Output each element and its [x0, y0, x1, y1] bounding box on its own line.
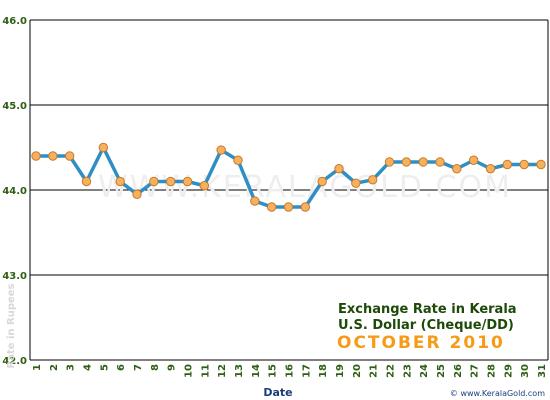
x-tick-label: 29 — [503, 364, 514, 378]
x-tick-label: 21 — [369, 364, 380, 378]
data-point — [384, 157, 395, 167]
x-tick-label: 18 — [318, 364, 329, 378]
grid-lines — [29, 19, 549, 361]
x-tick-label: 23 — [402, 364, 413, 378]
data-point — [115, 176, 125, 187]
data-point — [351, 178, 361, 188]
data-point — [367, 175, 378, 185]
y-axis-title: Rate in Rupees — [6, 283, 17, 368]
x-tick-label: 6 — [116, 364, 127, 371]
series-exchange-rate — [31, 142, 546, 212]
data-point — [48, 151, 58, 161]
data-point — [199, 181, 210, 191]
data-point — [435, 157, 445, 167]
watermark-text: WWW.KERALAGOLD.COM — [98, 170, 512, 205]
chart-title: Exchange Rate in Kerala — [338, 302, 517, 317]
x-tick-label: 10 — [184, 364, 195, 378]
data-point — [502, 159, 513, 170]
x-tick-label: 19 — [335, 364, 346, 378]
data-point — [31, 151, 41, 161]
x-tick-label: 24 — [419, 364, 430, 378]
x-axis-ticks: 1 2 3 4 5 6 7 8 9 10 11 12 13 14 15 16 17 18 19 20 21 22 23 24 2… — [32, 364, 548, 378]
y-tick-label: 44.0 — [2, 186, 27, 197]
data-point — [216, 145, 226, 155]
data-point — [132, 189, 142, 199]
data-point — [81, 176, 92, 187]
x-axis-title: Date — [263, 386, 292, 399]
data-point — [485, 164, 496, 174]
data-point — [334, 164, 344, 174]
x-tick-label: 22 — [386, 364, 397, 378]
data-point — [401, 157, 412, 167]
x-tick-label: 13 — [234, 364, 245, 378]
x-tick-label: 20 — [352, 364, 363, 378]
x-tick-label: 12 — [217, 364, 228, 378]
y-axis-ticks: 42.0 43.0 44.0 45.0 46.0 — [2, 16, 27, 367]
x-tick-label: 3 — [66, 364, 77, 371]
x-tick-label: 14 — [251, 364, 262, 378]
data-point — [64, 151, 75, 161]
x-tick-label: 1 — [32, 364, 43, 371]
y-tick-label: 46.0 — [2, 16, 27, 27]
data-point — [266, 202, 277, 212]
data-point — [98, 142, 109, 153]
x-tick-label: 4 — [83, 364, 94, 371]
chart-period: OCTOBER 2010 — [337, 333, 505, 353]
chart-subtitle: U.S. Dollar (Cheque/DD) — [338, 318, 514, 333]
data-point — [283, 202, 294, 212]
data-point — [182, 176, 193, 187]
y-tick-label: 45.0 — [2, 101, 27, 112]
data-point — [300, 202, 311, 212]
x-tick-label: 8 — [150, 364, 161, 371]
data-point — [536, 159, 546, 170]
x-tick-label: 2 — [49, 364, 60, 371]
x-tick-label: 9 — [167, 364, 178, 371]
data-point — [250, 196, 260, 206]
data-point — [452, 164, 462, 174]
x-tick-label: 11 — [200, 364, 211, 378]
x-tick-label: 16 — [285, 364, 296, 378]
y-tick-label: 43.0 — [2, 271, 27, 282]
x-tick-label: 7 — [133, 364, 144, 371]
credit-text: © www.KeralaGold.com — [450, 389, 545, 398]
x-tick-label: 30 — [520, 364, 531, 378]
x-tick-label: 15 — [268, 364, 279, 378]
data-point — [468, 155, 479, 165]
data-point — [317, 176, 327, 187]
data-point — [418, 157, 428, 167]
data-point — [233, 155, 243, 165]
x-tick-label: 27 — [470, 364, 481, 378]
x-tick-label: 31 — [537, 364, 548, 378]
data-point — [165, 176, 176, 187]
x-tick-label: 26 — [453, 364, 464, 378]
x-tick-label: 17 — [301, 364, 312, 378]
x-tick-label: 28 — [487, 364, 498, 378]
data-point — [149, 176, 159, 187]
x-tick-label: 5 — [99, 364, 110, 371]
data-point — [519, 159, 529, 170]
y-tick-label: 42.0 — [2, 356, 27, 367]
x-tick-label: 25 — [436, 364, 447, 378]
